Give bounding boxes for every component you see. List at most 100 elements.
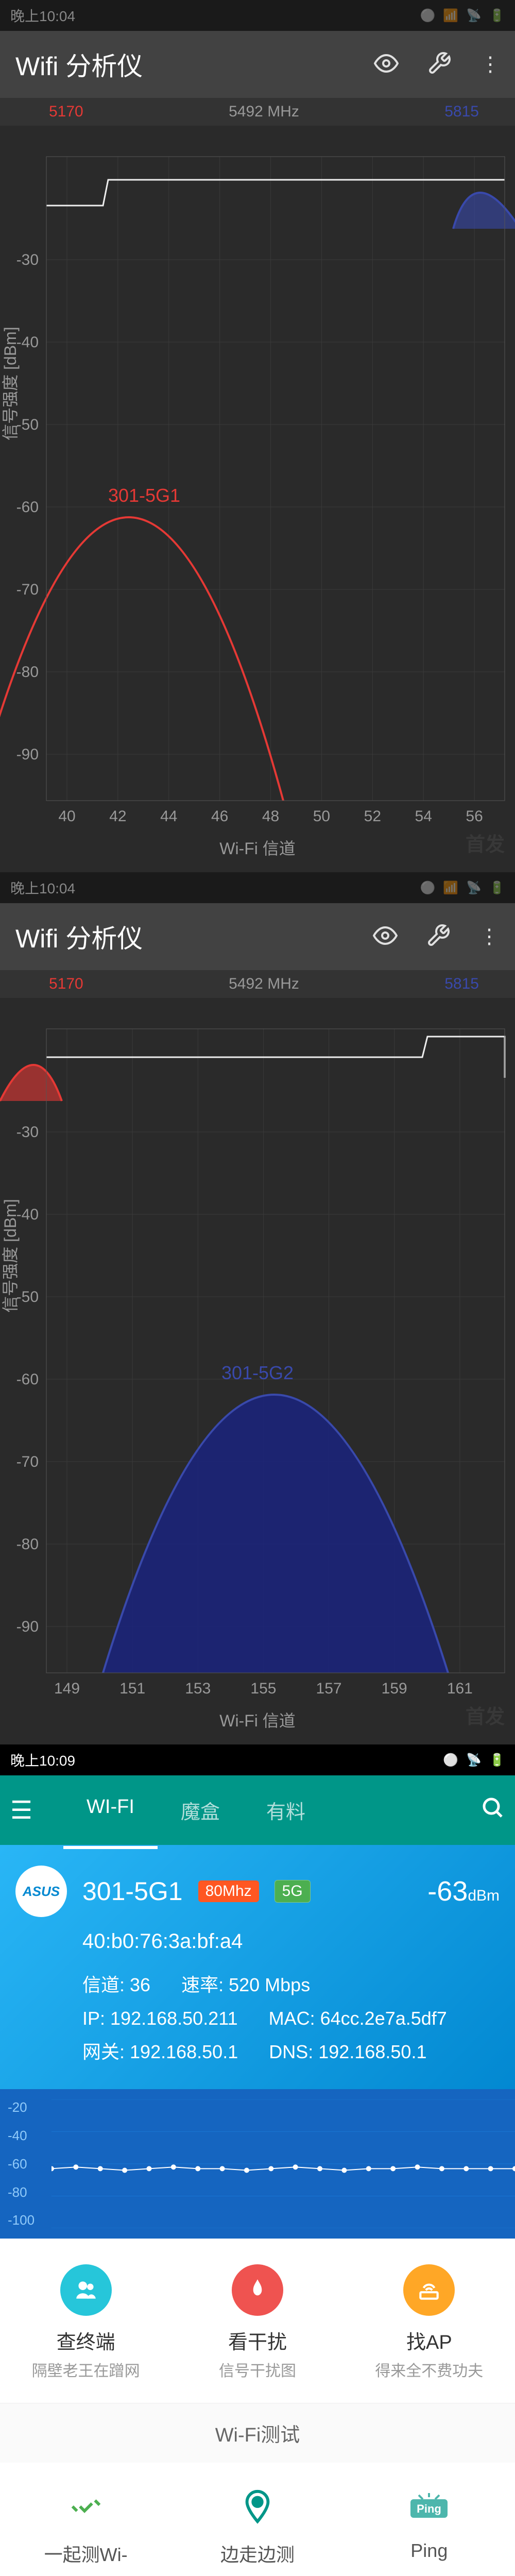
- bluetooth-icon: ⚪: [420, 8, 435, 23]
- bluetooth-icon: ⚪: [443, 1753, 458, 1768]
- chip-band: 5G: [274, 1880, 311, 1903]
- svg-text:46: 46: [211, 808, 228, 825]
- svg-text:301-5G1: 301-5G1: [108, 485, 180, 506]
- action-title: 边走边测: [171, 2540, 343, 2567]
- action-sub: 得来全不费功夫: [344, 2361, 515, 2382]
- signal-y-axis: -20 -40 -60 -80 -100: [8, 2099, 35, 2228]
- wifi-icon: 📡: [466, 8, 482, 23]
- freq-mid: 5492 MHz: [229, 103, 299, 121]
- tab-youliao[interactable]: 有料: [243, 1796, 329, 1824]
- status-bar: 晚上10:04 ⚪ 📶 📡 🔋: [0, 0, 515, 31]
- action-sub: 隔壁老王在蹭网: [0, 2361, 171, 2382]
- svg-text:42: 42: [109, 808, 126, 825]
- status-bar: 晚上10:09 ⚪ 📡 🔋: [0, 1744, 515, 1775]
- chart-area-1: 5170 5492 MHz 5815 -30-40-50-60-70-80-90…: [0, 98, 515, 872]
- svg-text:-90: -90: [16, 746, 39, 763]
- action-terminals[interactable]: 查终端 隔壁老王在蹭网: [0, 2264, 171, 2382]
- svg-text:52: 52: [364, 808, 381, 825]
- action-title: Ping: [344, 2540, 515, 2562]
- status-icons: ⚪ 📶 📡 🔋: [420, 880, 505, 895]
- wifi-icon: 📡: [466, 880, 482, 895]
- spectrum-chart-2[interactable]: -30-40-50-60-70-80-901491511531551571591…: [0, 998, 515, 1719]
- wifi-details: 信道: 36 速率: 520 Mbps IP: 192.168.50.211 M…: [15, 1969, 500, 2069]
- rate-info: 速率: 520 Mbps: [181, 1969, 310, 2002]
- status-bar: 晚上10:04 ⚪ 📶 📡 🔋: [0, 872, 515, 903]
- action-test-together[interactable]: 一起测Wi-: [0, 2483, 171, 2567]
- action-findap[interactable]: 找AP 得来全不费功夫: [344, 2264, 515, 2382]
- eye-icon[interactable]: [373, 923, 398, 951]
- location-icon: [234, 2483, 281, 2530]
- freq-labels: 5170 5492 MHz 5815: [0, 98, 515, 126]
- action-sub: 信号干扰图: [171, 2361, 343, 2382]
- freq-labels: 5170 5492 MHz 5815: [0, 970, 515, 998]
- interference-icon: [232, 2264, 283, 2316]
- status-time: 晚上10:09: [10, 1750, 75, 1770]
- svg-text:159: 159: [382, 1680, 407, 1697]
- svg-text:161: 161: [447, 1680, 473, 1697]
- handshake-icon: [63, 2483, 109, 2530]
- wifi-info-card: ASUS 301-5G1 80Mhz 5G -63dBm 40:b0:76:3a…: [0, 1845, 515, 2089]
- wifi-icon: 📡: [466, 1753, 482, 1768]
- svg-text:151: 151: [119, 1680, 145, 1697]
- status-time: 晚上10:04: [10, 5, 75, 26]
- brand-badge: ASUS: [15, 1866, 67, 1917]
- svg-text:-90: -90: [16, 1618, 39, 1635]
- ping-icon: Ping: [406, 2483, 452, 2530]
- freq-right: 5815: [444, 103, 479, 121]
- svg-text:40: 40: [58, 808, 75, 825]
- svg-text:44: 44: [160, 808, 177, 825]
- svg-text:-30: -30: [16, 1124, 39, 1141]
- channel-info: 信道: 36: [82, 1969, 150, 2002]
- hamburger-icon[interactable]: ☰: [10, 1796, 32, 1825]
- svg-text:Ping: Ping: [417, 2502, 441, 2515]
- svg-text:-30: -30: [16, 251, 39, 268]
- bssid: 40:b0:76:3a:bf:a4: [82, 1930, 500, 1953]
- svg-text:54: 54: [415, 808, 432, 825]
- ip-info: IP: 192.168.50.211: [82, 2002, 238, 2036]
- more-icon[interactable]: ⋮: [479, 925, 500, 948]
- status-icons: ⚪ 📡 🔋: [443, 1753, 505, 1768]
- status-time: 晚上10:04: [10, 877, 75, 898]
- svg-text:56: 56: [466, 808, 483, 825]
- action-title: 看干扰: [171, 2326, 343, 2354]
- eye-icon[interactable]: [374, 51, 399, 78]
- battery-icon: 🔋: [489, 1753, 505, 1768]
- battery-icon: 🔋: [489, 880, 505, 895]
- app-title: Wifi 分析仪: [15, 918, 143, 955]
- section-title: Wi-Fi测试: [0, 2403, 515, 2463]
- action-title: 查终端: [0, 2326, 171, 2354]
- tab-mohe[interactable]: 魔盒: [158, 1796, 243, 1824]
- chart-area-2: 5170 5492 MHz 5815 -30-40-50-60-70-80-90…: [0, 970, 515, 1744]
- svg-text:157: 157: [316, 1680, 342, 1697]
- status-icons: ⚪ 📶 📡 🔋: [420, 8, 505, 23]
- dns-info: DNS: 192.168.50.1: [269, 2036, 426, 2069]
- spectrum-chart-1[interactable]: -30-40-50-60-70-80-904042444648505254563…: [0, 126, 515, 847]
- terminals-icon: [60, 2264, 112, 2316]
- svg-text:153: 153: [185, 1680, 211, 1697]
- svg-text:50: 50: [313, 808, 330, 825]
- wrench-icon[interactable]: [427, 51, 452, 78]
- action-row-1: 查终端 隔壁老王在蹭网 看干扰 信号干扰图 找AP 得来全不费功夫: [0, 2239, 515, 2403]
- action-title: 找AP: [344, 2326, 515, 2354]
- search-icon[interactable]: [480, 1795, 505, 1826]
- svg-text:-70: -70: [16, 581, 39, 598]
- action-walk-test[interactable]: 边走边测: [171, 2483, 343, 2567]
- more-icon[interactable]: ⋮: [480, 53, 500, 76]
- x-axis-label: Wi-Fi 信道: [219, 1708, 296, 1732]
- watermark: 首发: [466, 1701, 505, 1729]
- wrench-icon[interactable]: [426, 923, 451, 951]
- app-title: Wifi 分析仪: [15, 46, 143, 83]
- signal-dbm: -63dBm: [427, 1875, 500, 1907]
- tab-wifi[interactable]: WI-FI: [63, 1796, 158, 1824]
- signal-line: [52, 2099, 515, 2228]
- findap-icon: [403, 2264, 455, 2316]
- svg-text:155: 155: [250, 1680, 276, 1697]
- ssid: 301-5G1: [82, 1876, 183, 1906]
- svg-text:-80: -80: [16, 664, 39, 681]
- freq-mid: 5492 MHz: [229, 975, 299, 993]
- action-ping[interactable]: Ping Ping: [344, 2483, 515, 2567]
- svg-text:301-5G2: 301-5G2: [221, 1362, 294, 1383]
- app-bar: Wifi 分析仪 ⋮: [0, 903, 515, 970]
- chip-bandwidth: 80Mhz: [198, 1880, 259, 1902]
- action-interference[interactable]: 看干扰 信号干扰图: [171, 2264, 343, 2382]
